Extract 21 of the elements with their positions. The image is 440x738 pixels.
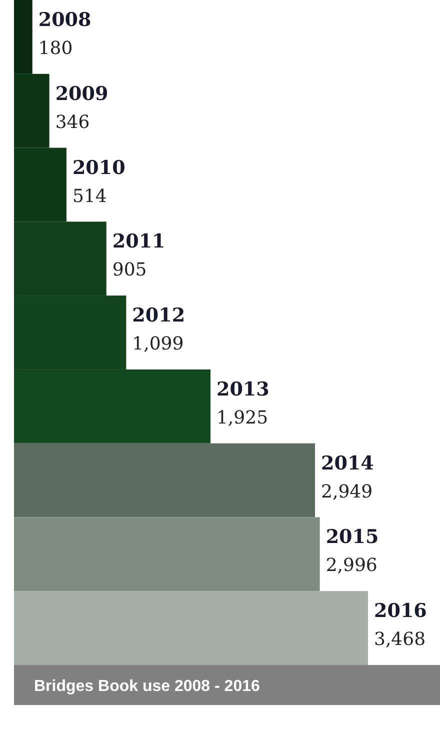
y-tick-label: 2011 (112, 230, 166, 253)
data-label: 180 (38, 38, 73, 59)
data-label: 1,099 (132, 334, 184, 355)
data-label: 2,949 (321, 481, 373, 502)
y-tick-label: 2013 (216, 378, 270, 400)
y-tick-label: 2016 (374, 600, 427, 622)
bar (14, 517, 320, 592)
data-label: 514 (72, 186, 107, 207)
data-label: 3,468 (374, 629, 426, 650)
y-tick-label: 2014 (321, 452, 374, 474)
y-tick-label: 2015 (326, 526, 379, 548)
text: Bridges Book use 2008 - 2016 (34, 678, 260, 695)
y-tick-label: 2008 (38, 9, 92, 31)
data-label: 2,996 (326, 555, 378, 576)
data-label: 346 (55, 112, 90, 133)
data-label: 1,925 (216, 407, 268, 428)
y-tick-label: 2009 (55, 82, 108, 105)
y-tick-label: 2012 (132, 304, 186, 327)
data-label: 905 (112, 260, 147, 281)
y-tick-label: 2010 (72, 156, 126, 179)
bar (14, 443, 316, 518)
